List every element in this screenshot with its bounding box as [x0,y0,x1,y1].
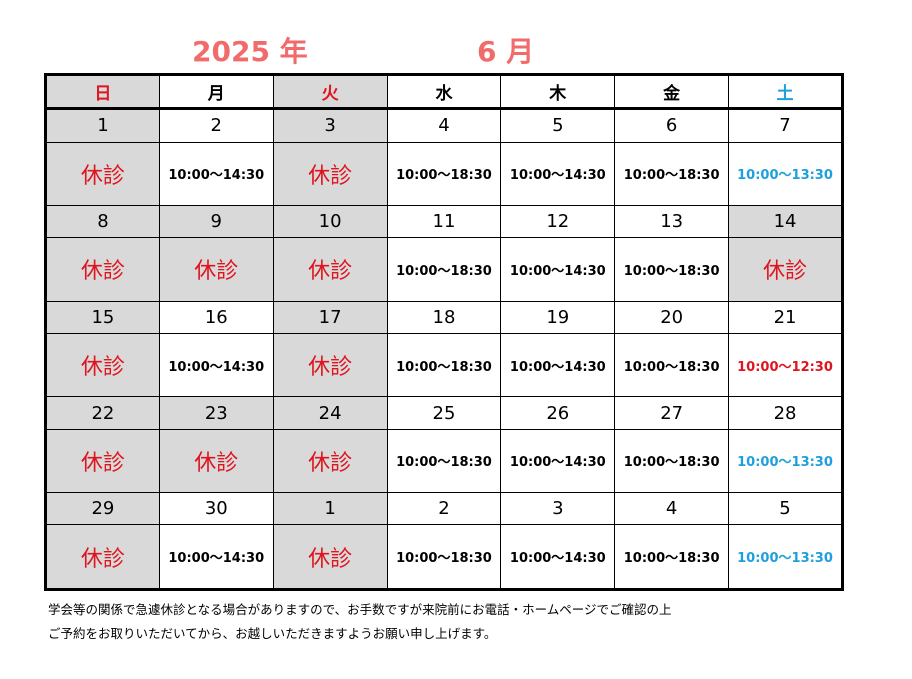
hours-cell: 10:00～14:30 [500,237,616,302]
hours-cell: 10:00～18:30 [386,141,502,207]
hours-cell: 10:00～13:30 [728,524,843,590]
date-cell: 5 [500,108,616,143]
date-cell: 12 [500,204,616,239]
week-1-dates: 1 2 3 4 5 6 7 [45,108,843,143]
hours-cell: 10:00～18:30 [614,332,730,398]
closed-cell: 休診 [272,428,388,494]
date-cell: 3 [272,108,388,143]
weekday-thu: 木 [500,73,616,111]
hours-cell: 10:00～14:30 [500,428,616,494]
date-cell: 23 [158,396,274,430]
weekday-fri: 金 [614,73,730,111]
hours-cell: 10:00～18:30 [386,237,502,302]
weekday-sun: 日 [45,73,160,111]
date-cell: 4 [386,108,502,143]
hours-cell: 10:00～13:30 [728,428,843,494]
date-cell: 26 [500,396,616,430]
date-cell: 14 [728,204,843,239]
closed-cell: 休診 [45,524,160,590]
date-cell: 17 [272,300,388,334]
week-5-hours: 休診 10:00～14:30 休診 10:00～18:30 10:00～14:3… [45,524,843,590]
hours-cell: 10:00～14:30 [500,524,616,590]
date-cell: 5 [728,492,843,526]
week-5-dates: 29 30 1 2 3 4 5 [45,492,843,526]
date-cell: 7 [728,108,843,143]
hours-cell: 10:00～18:30 [386,428,502,494]
week-4-dates: 22 23 24 25 26 27 28 [45,396,843,430]
date-cell: 3 [500,492,616,526]
date-cell: 30 [158,492,274,526]
hours-cell: 10:00～12:30 [728,332,843,398]
hours-cell: 10:00～14:30 [158,332,274,398]
weekday-mon: 月 [158,73,274,111]
date-cell: 22 [45,396,160,430]
date-cell: 13 [614,204,730,239]
closed-cell: 休診 [45,237,160,302]
hours-cell: 10:00～14:30 [500,332,616,398]
calendar-month-title: 6 月 [477,35,535,68]
week-2-dates: 8 9 10 11 12 13 14 [45,204,843,239]
date-cell: 1 [272,492,388,526]
calendar-year-title: 2025 年 [192,35,308,68]
date-cell: 1 [45,108,160,143]
closed-cell: 休診 [45,141,160,207]
date-cell: 24 [272,396,388,430]
hours-cell: 10:00～13:30 [728,141,843,207]
schedule-calendar: 日 月 火 水 木 金 土 1 2 3 4 5 6 7 休診 10:00～14:… [44,73,844,591]
date-cell: 18 [386,300,502,334]
hours-cell: 10:00～18:30 [614,524,730,590]
date-cell: 2 [386,492,502,526]
closed-cell: 休診 [272,332,388,398]
hours-cell: 10:00～18:30 [614,141,730,207]
date-cell: 19 [500,300,616,334]
week-2-hours: 休診 休診 休診 10:00～18:30 10:00～14:30 10:00～1… [45,237,843,302]
date-cell: 4 [614,492,730,526]
date-cell: 25 [386,396,502,430]
closed-cell: 休診 [272,141,388,207]
notice-line-2: ご予約をお取りいただいてから、お越しいただきますようお願い申し上げます。 [48,626,497,641]
week-3-hours: 休診 10:00～14:30 休診 10:00～18:30 10:00～14:3… [45,332,843,398]
closed-cell: 休診 [272,524,388,590]
date-cell: 15 [45,300,160,334]
closed-cell: 休診 [45,332,160,398]
hours-cell: 10:00～18:30 [386,524,502,590]
date-cell: 29 [45,492,160,526]
weekday-tue: 火 [272,73,388,111]
date-cell: 20 [614,300,730,334]
date-cell: 9 [158,204,274,239]
week-1-hours: 休診 10:00～14:30 休診 10:00～18:30 10:00～14:3… [45,141,843,207]
week-3-dates: 15 16 17 18 19 20 21 [45,300,843,334]
date-cell: 16 [158,300,274,334]
closed-cell: 休診 [158,237,274,302]
hours-cell: 10:00～14:30 [500,141,616,207]
weekday-sat: 土 [728,73,843,111]
week-4-hours: 休診 休診 休診 10:00～18:30 10:00～14:30 10:00～1… [45,428,843,494]
date-cell: 11 [386,204,502,239]
closed-cell: 休診 [45,428,160,494]
hours-cell: 10:00～14:30 [158,524,274,590]
closed-cell: 休診 [272,237,388,302]
hours-cell: 10:00～18:30 [386,332,502,398]
date-cell: 10 [272,204,388,239]
date-cell: 6 [614,108,730,143]
hours-cell: 10:00～18:30 [614,428,730,494]
date-cell: 27 [614,396,730,430]
closed-cell: 休診 [728,237,843,302]
date-cell: 28 [728,396,843,430]
weekday-wed: 水 [386,73,502,111]
weekday-header-row: 日 月 火 水 木 金 土 [45,73,843,111]
date-cell: 21 [728,300,843,334]
date-cell: 2 [158,108,274,143]
closed-cell: 休診 [158,428,274,494]
hours-cell: 10:00～14:30 [158,141,274,207]
hours-cell: 10:00～18:30 [614,237,730,302]
date-cell: 8 [45,204,160,239]
notice-line-1: 学会等の関係で急遽休診となる場合がありますので、お手数ですが来院前にお電話・ホー… [48,602,672,617]
